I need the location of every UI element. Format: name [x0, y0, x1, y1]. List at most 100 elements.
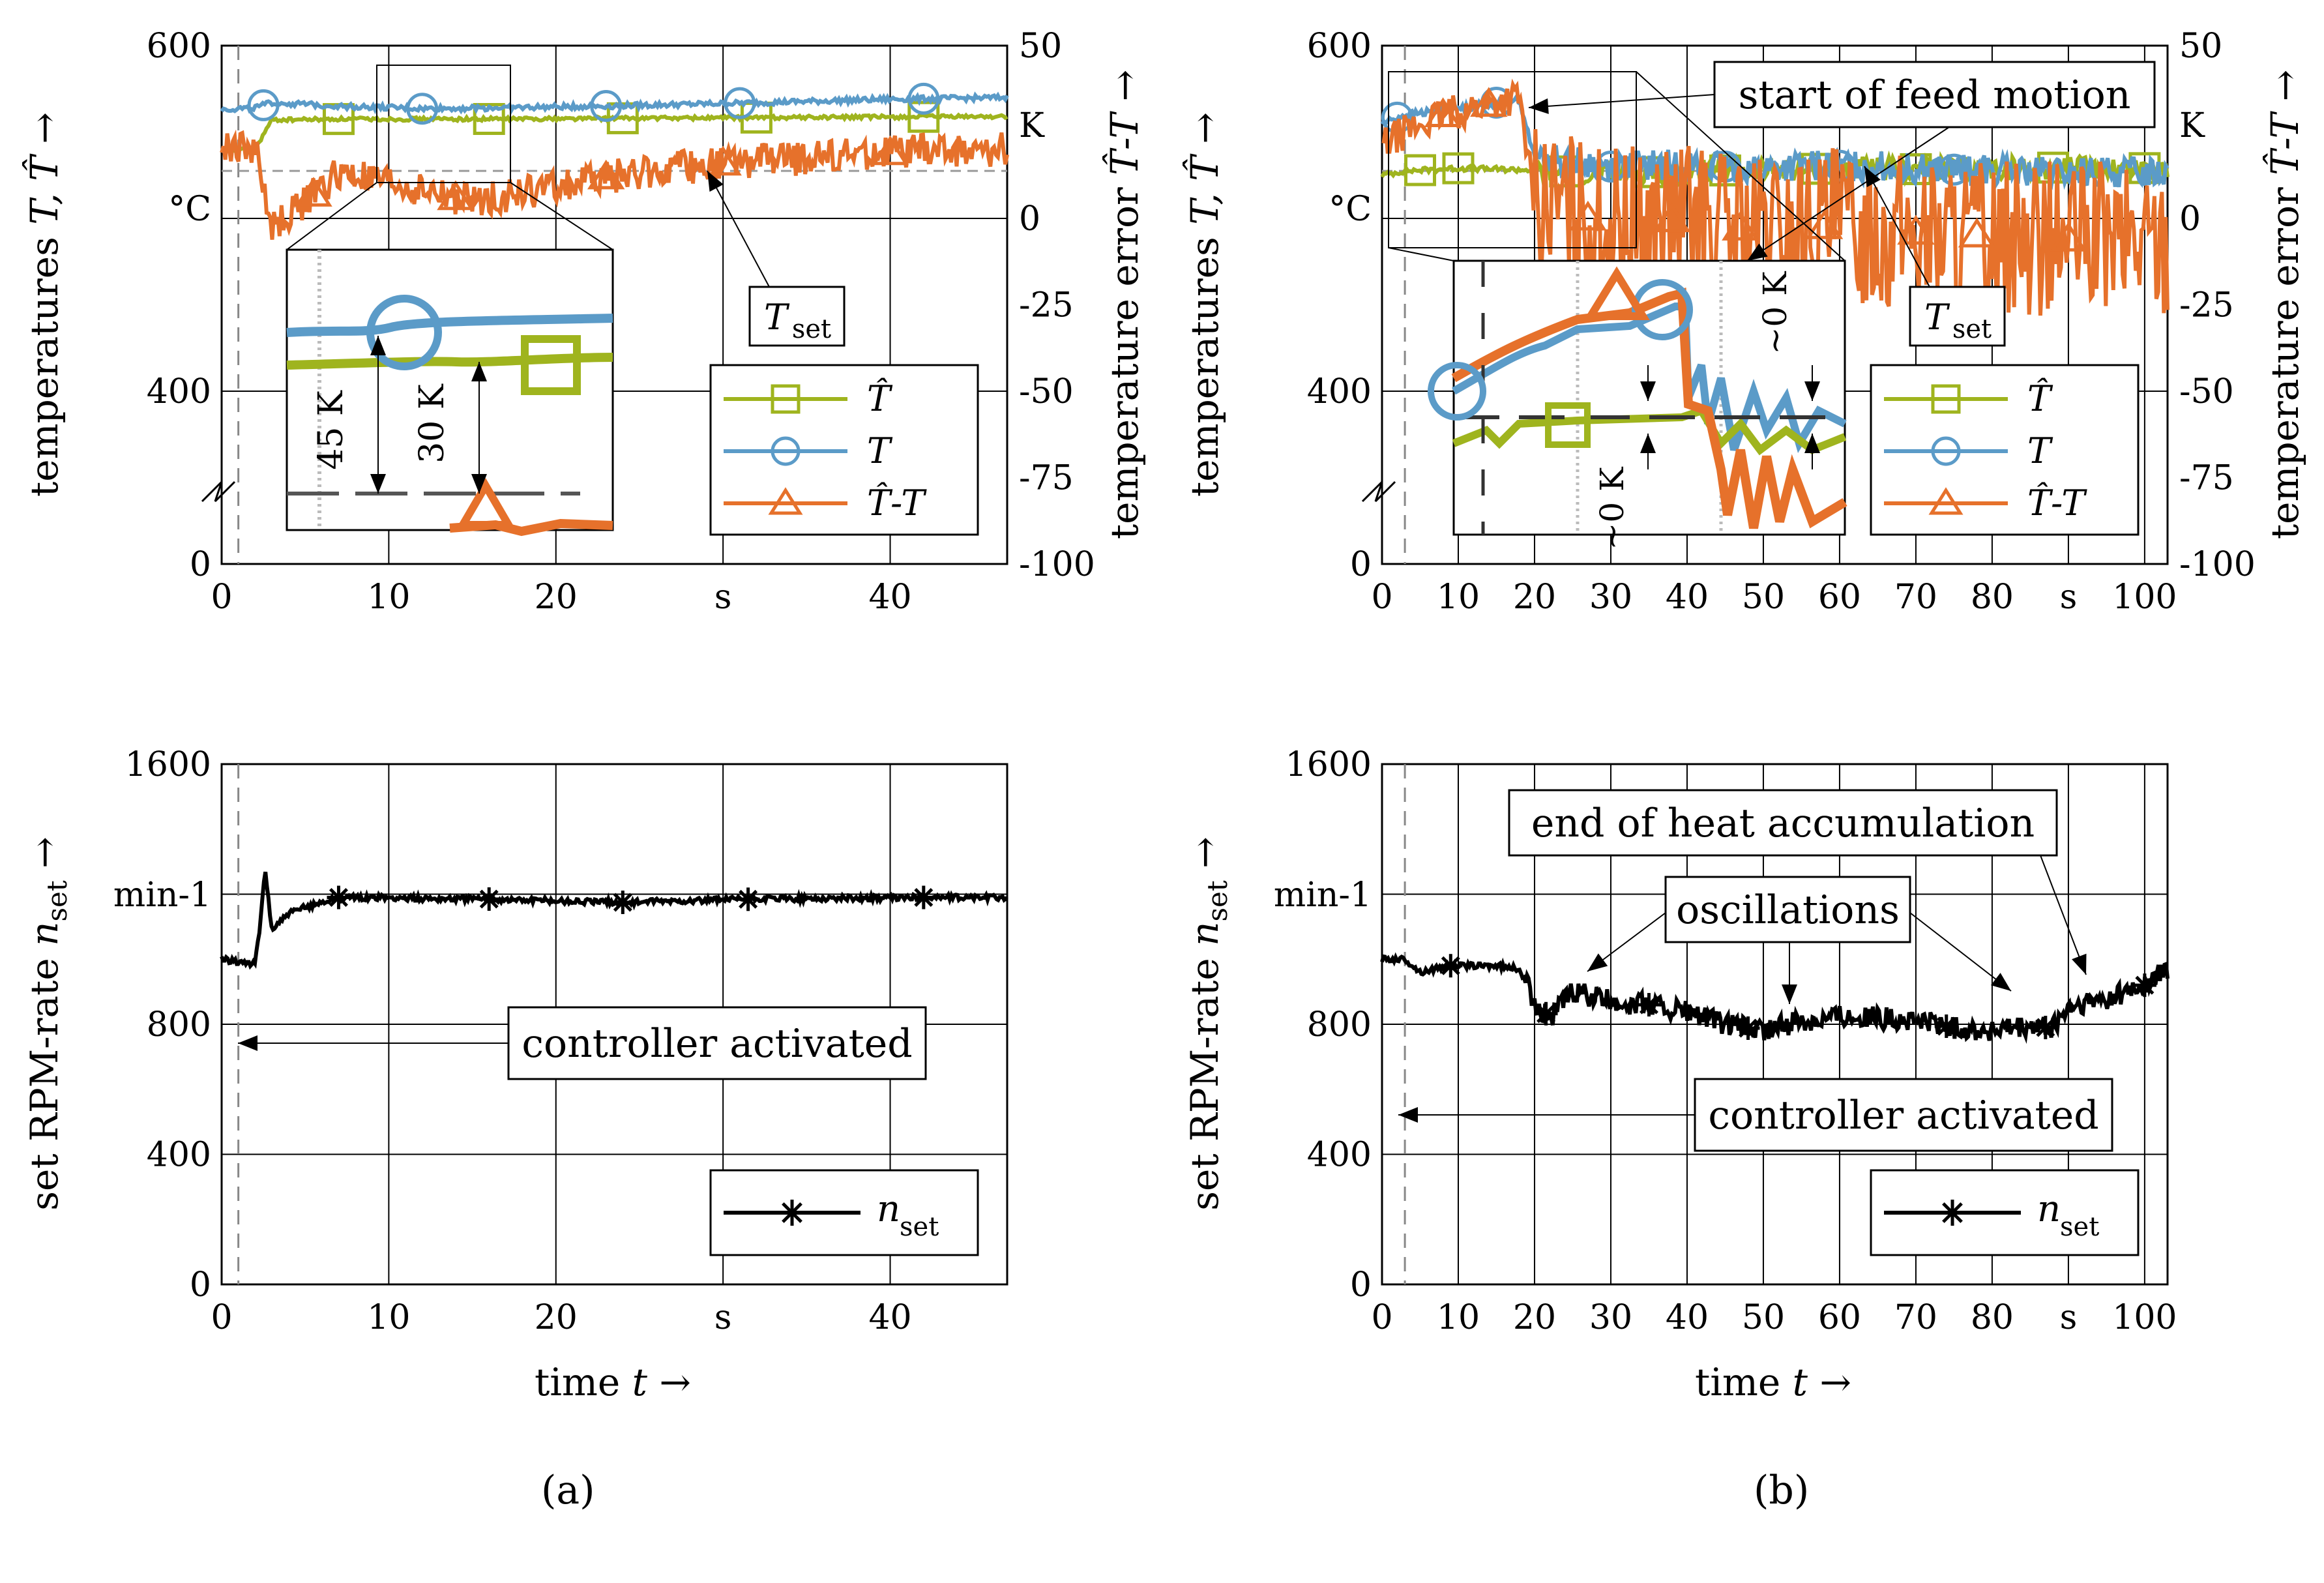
y-axis-title-rpm-part: set RPM-rate	[22, 946, 66, 1211]
y-tick-label: 600	[1307, 27, 1372, 66]
inset-label-0k-a: ~0 K	[1593, 466, 1631, 550]
controller-arrow-a	[238, 1035, 508, 1051]
legend-marker-shape	[1931, 436, 1961, 466]
oscillations-callout-frame	[1664, 876, 1911, 943]
feed-motion-arrow-inset-head	[1747, 243, 1768, 261]
inset-arrow-down	[1804, 365, 1820, 401]
y2-axis-title-error: temperature error T̂-T →	[2262, 70, 2307, 539]
y2-tick-label: 0	[2179, 200, 2201, 239]
controller-arrow-b	[1398, 1107, 1695, 1123]
y2-axis-title-error-main: temperature error	[1102, 175, 1147, 539]
y-tick-label: 0	[1350, 545, 1372, 584]
y-axis-title-rpm-part: n	[1183, 922, 1227, 946]
y2-tick-label: -75	[2179, 459, 2234, 498]
inset-label-0k-b: ~0 K	[1756, 271, 1794, 355]
series-marker-ci-shape	[724, 87, 756, 119]
series-marker-tri-shape	[704, 145, 742, 176]
legend-label: n	[2037, 1188, 2061, 1230]
series-marker-nset	[611, 890, 635, 914]
series-marker-nset-stroke	[2036, 1018, 2055, 1037]
x-tick-label: 10	[367, 1298, 410, 1337]
zoom-inset: ~0 K ~0 K	[1428, 259, 1847, 550]
legend-marker	[1931, 384, 1961, 414]
series-marker-tri-shape	[1958, 217, 1996, 248]
y-tick-label: 0	[1350, 1265, 1372, 1305]
zoom-connector	[1388, 247, 1454, 261]
zoom-connector	[286, 182, 377, 250]
feed-motion-callout: start of feed motion	[1713, 61, 2156, 128]
x-tick-label: 20	[1513, 1298, 1556, 1337]
chart-b-top: 0 10 20 30 40 50 60 70 80 s 100 0 400 600 -100 -75 -50 -2…	[1307, 27, 2256, 617]
series-marker-tri	[587, 159, 625, 190]
y2-tick-label: 50	[1019, 27, 1062, 66]
series-marker-nset-stroke	[1441, 956, 1460, 975]
unit-celsius: °C	[1329, 190, 1372, 229]
inset-err-marker	[1583, 266, 1650, 320]
heat-accumulation-callout-frame	[1508, 789, 2058, 857]
tset-arrow-line	[1864, 166, 1930, 288]
tset-callout-frame	[1909, 286, 2006, 347]
zoom-connector	[1636, 71, 1846, 261]
inset-arrow-up-head	[370, 336, 386, 355]
y2-axis-title-error-symbol: T̂-T →	[2262, 70, 2307, 175]
unit-rpm: min-1	[113, 876, 211, 915]
controller-activated-callout-b-text: controller activated	[1708, 1093, 2098, 1138]
x-axis-title: time t →	[1695, 1360, 1851, 1404]
x-axis-title-symbol: t →	[1793, 1360, 1851, 1404]
legend: nset	[1870, 1169, 2140, 1256]
series-marker-tri	[1805, 209, 1844, 239]
controller-activated-callout-b: controller activated	[1694, 1078, 2113, 1152]
oscillations-arrow	[1909, 912, 2012, 992]
inset-arrow-up	[1804, 434, 1820, 469]
series-marker-ci-shape	[907, 82, 940, 115]
legend-marker	[1928, 487, 1964, 515]
y-tick-label: 800	[1307, 1005, 1372, 1044]
oscillations-arrow	[1587, 912, 1666, 972]
x-tick-label: 0	[1371, 1298, 1392, 1337]
legend-marker	[771, 436, 801, 466]
oscillations-callout-text: oscillations	[1676, 887, 1900, 933]
x-tick-label: 0	[1371, 578, 1392, 617]
inset-that-marker	[1545, 402, 1591, 448]
inset-that-line	[286, 353, 613, 370]
feed-motion-callout-text: start of feed motion	[1739, 72, 2131, 118]
y-axis-title-rpm-part: set	[41, 880, 73, 921]
plot-frame	[220, 763, 1008, 1286]
tset-callout-sym: T	[764, 297, 790, 338]
legend-label-sub: set	[900, 1212, 939, 1242]
series-marker-ci	[247, 89, 280, 121]
y-axis-title-rpm-part: →	[1183, 836, 1227, 880]
series-marker-tri-shape	[587, 159, 625, 190]
legend-label: T̂-T	[2027, 482, 2087, 524]
legend-marker-shape	[1928, 487, 1964, 515]
x-tick-label: 20	[535, 578, 578, 617]
heat-arrow	[2040, 855, 2087, 975]
x-tick-label-unit: s	[2060, 1298, 2078, 1337]
oscillations-arrow-head	[1782, 984, 1797, 1004]
legend-label-sub: set	[2060, 1212, 2099, 1242]
series-marker-tri	[1569, 200, 1607, 231]
inset-arrow-down	[1640, 365, 1656, 401]
legend-label: T̂-T	[867, 482, 927, 524]
series-marker-nset-stroke	[1937, 1016, 1956, 1036]
y-tick-label: 400	[147, 1136, 211, 1175]
series-marker-nset-stroke	[329, 887, 348, 907]
series-marker-sq	[1442, 152, 1475, 185]
series-marker-ci	[907, 82, 940, 115]
legend-marker-shape	[1931, 384, 1961, 414]
oscillations-arrow-head	[1990, 973, 2011, 991]
y2-tick-label: -50	[1019, 372, 1074, 411]
series-marker-tri-shape	[2050, 222, 2087, 252]
feed-motion-arrow	[1528, 94, 1715, 114]
series-marker-nset	[1934, 1014, 1958, 1038]
zoom-source-rect	[376, 65, 511, 183]
x-axis-title-main: time	[535, 1360, 632, 1404]
series-marker-nset-stroke	[914, 887, 934, 907]
x-tick-label: 100	[2112, 1298, 2177, 1337]
legend-label: T	[867, 430, 893, 471]
heat-accumulation-callout: end of heat accumulation	[1508, 789, 2058, 857]
y-axis-title-rpm: set RPM-rate nset →	[22, 836, 73, 1211]
x-tick-label: 10	[367, 578, 410, 617]
